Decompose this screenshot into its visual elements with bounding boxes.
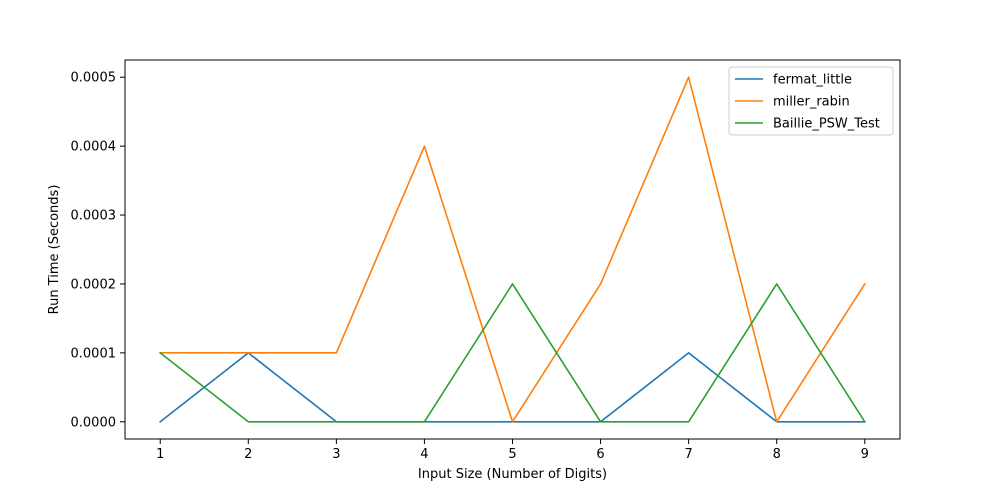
y-tick-label: 0.0003 (71, 209, 117, 224)
legend-box (728, 66, 894, 136)
series-line-miller-rabin (159, 76, 866, 423)
x-tick-label: 5 (508, 447, 516, 462)
x-tick-label: 7 (684, 447, 692, 462)
legend-label: miller_rabin (773, 95, 850, 110)
y-tick-label: 0.0005 (71, 71, 117, 86)
y-axis-ticks: 0.0000 0.0001 0.0002 0.0003 0.0004 0.0005 (71, 71, 125, 430)
legend-label: fermat_little (773, 73, 852, 88)
y-tick-label: 0.0000 (71, 415, 117, 430)
y-tick-label: 0.0002 (71, 277, 117, 292)
x-tick-label: 4 (420, 447, 428, 462)
x-tick-label: 2 (244, 447, 252, 462)
x-tick-label: 9 (861, 447, 869, 462)
series-line-baillie-psw-test (159, 283, 866, 423)
y-tick-label: 0.0001 (71, 346, 117, 361)
x-tick-label: 1 (156, 447, 164, 462)
x-tick-label: 8 (773, 447, 781, 462)
legend-label: Baillie_PSW_Test (773, 117, 880, 132)
x-tick-label: 3 (332, 447, 340, 462)
x-axis-ticks: 1 2 3 4 5 6 7 8 9 (156, 439, 869, 462)
y-tick-label: 0.0004 (71, 140, 117, 155)
y-axis-title: Run Time (Seconds) (47, 185, 62, 315)
legend: fermat_little miller_rabin Baillie_PSW_Tes… (728, 66, 894, 136)
plot-lines (159, 76, 866, 423)
x-axis-title: Input Size (Number of Digits) (418, 467, 607, 482)
x-tick-label: 6 (596, 447, 604, 462)
